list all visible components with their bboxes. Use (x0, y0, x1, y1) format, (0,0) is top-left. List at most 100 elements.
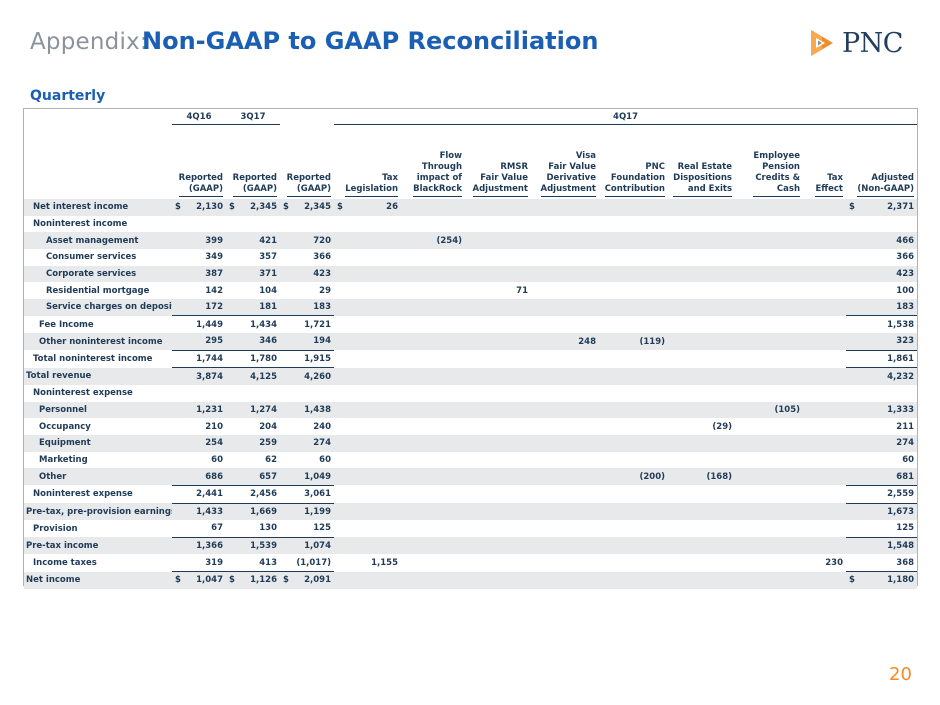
table-cell: $1,180 (846, 571, 918, 589)
table-cell: 4,232 (846, 367, 918, 386)
table-cell (531, 367, 599, 386)
table-cell: 2,456 (226, 485, 280, 504)
table-cell: 248 (531, 333, 599, 351)
table-cell: 211 (896, 421, 915, 432)
table-cell (668, 298, 735, 316)
table-cell (668, 385, 735, 402)
table-cell (280, 216, 334, 233)
table-cell: 1,861 (846, 350, 918, 369)
table-cell (668, 503, 735, 521)
table-cell (531, 452, 599, 469)
table-cell: 60 (902, 454, 915, 465)
column-header-line: impact of (416, 173, 462, 183)
column-header-line: Pension (762, 162, 800, 172)
column-header-text: Tax Effect (815, 173, 843, 197)
row-label: Total noninterest income (33, 354, 153, 365)
table-cell (334, 537, 401, 555)
column-header: Real Estate Dispositions and Exits (668, 125, 735, 200)
table-cell: $2,091 (280, 571, 334, 589)
table-cell: $1,047 (172, 571, 226, 589)
table-cell (531, 298, 599, 316)
table-cell (334, 367, 401, 386)
table-cell (531, 537, 599, 555)
table-cell (401, 333, 465, 351)
table-cell (531, 571, 599, 589)
table-cell (803, 199, 846, 216)
table-cell (599, 350, 668, 368)
table-cell (401, 537, 465, 555)
table-row: Service charges on deposits 172 181 183 183 (24, 298, 918, 317)
table-cell (401, 503, 465, 521)
table-cell (803, 385, 846, 402)
table-cell (735, 468, 803, 486)
table-cell: 295 (172, 333, 226, 351)
table-cell: 349 (205, 252, 223, 263)
page-title: Non-GAAP to GAAP Reconciliation (142, 27, 599, 55)
table-cell (735, 333, 803, 351)
column-header-line: Reported (232, 173, 277, 183)
table-cell (735, 485, 803, 503)
table-cell (401, 485, 465, 503)
table-cell: 423 (280, 265, 334, 283)
table-cell: 681 (846, 468, 918, 486)
currency-symbol: $ (283, 575, 289, 586)
pnc-logo-text: PNC (842, 27, 903, 59)
column-header-line: (GAAP) (296, 184, 331, 194)
amount: 2,130 (196, 202, 223, 213)
table-cell (465, 571, 531, 589)
table-cell (334, 452, 401, 469)
column-header: RMSR Fair Value Adjustment (465, 125, 531, 200)
table-cell (531, 520, 599, 537)
table-cell (599, 216, 668, 233)
column-header-text: RMSR Fair Value Adjustment (472, 162, 528, 197)
table-cell (803, 249, 846, 266)
table-cell (531, 216, 599, 233)
table-cell: 1,669 (226, 503, 280, 521)
table-cell (803, 216, 846, 233)
table-cell (172, 385, 226, 402)
table-cell (465, 452, 531, 469)
row-label: Marketing (39, 454, 88, 465)
row-label: Corporate services (24, 265, 172, 283)
table-cell: 720 (280, 232, 334, 249)
column-header-text: Employee Pension Credits & Cash (753, 151, 800, 197)
table-cell (599, 401, 668, 419)
table-cell: 1,274 (226, 401, 280, 419)
currency-symbol: $ (849, 202, 855, 213)
table-cell: 240 (313, 421, 331, 432)
table-cell: 387 (172, 265, 226, 283)
table-cell: 1,449 (196, 319, 223, 330)
table-cell (599, 265, 668, 283)
table-cell (599, 298, 668, 316)
table-row: Marketing 60 62 60 60 (24, 452, 917, 469)
table-cell: 1,231 (172, 401, 226, 419)
money-value: $2,345 (283, 202, 331, 212)
table-cell: 657 (226, 468, 280, 486)
table-cell (735, 316, 803, 333)
table-row: Noninterest expense 2,441 2,456 3,061 2,559 (24, 485, 918, 504)
column-header-line: Adjusted (871, 173, 915, 183)
table-cell: 686 (172, 468, 226, 486)
table-cell (668, 401, 735, 419)
table-cell (226, 216, 280, 233)
table-cell (465, 367, 531, 386)
money-value: $2,345 (229, 202, 277, 212)
table-cell: 1,673 (846, 503, 918, 521)
table-cell (735, 554, 803, 571)
table-cell: 181 (226, 298, 280, 317)
table-cell: 1,539 (226, 537, 280, 555)
table-cell (465, 468, 531, 486)
table-cell (334, 265, 401, 283)
table-row: Total noninterest income 1,744 1,780 1,915 1… (24, 350, 918, 369)
table-cell: 1,155 (371, 558, 398, 569)
column-header-line: RMSR (500, 162, 528, 172)
column-header-line: Contribution (604, 184, 665, 194)
table-cell: 323 (846, 333, 918, 351)
table-cell (401, 298, 465, 316)
table-cell: 3,874 (172, 367, 226, 386)
table-cell (226, 385, 280, 402)
table-cell (735, 350, 803, 368)
row-label: Fee Income (39, 319, 94, 330)
currency-symbol: $ (175, 575, 181, 586)
table-cell (668, 249, 735, 266)
